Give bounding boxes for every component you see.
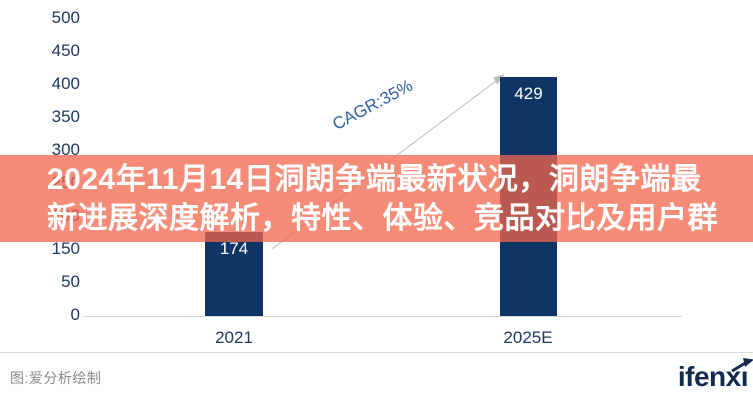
y-axis-tick: 500 (51, 8, 80, 27)
y-axis-tick: 150 (51, 239, 80, 258)
x-axis-line (83, 316, 682, 317)
y-axis-tick: 50 (61, 272, 80, 291)
brand-logo-text: ifenx (677, 361, 741, 392)
bar-2021 (205, 232, 263, 316)
x-axis-tick-2025e: 2025E (503, 328, 553, 347)
brand-logo-last-letter: ı (731, 358, 753, 392)
chart-credit: 图:爱分析绘制 (10, 370, 102, 386)
article-title: 2024年11月14日洞朗争端最新状况，洞朗争端最 新进展深度解析，特性、体验、… (47, 160, 727, 238)
title-banner: 2024年11月14日洞朗争端最新状况，洞朗争端最 新进展深度解析，特性、体验、… (0, 155, 753, 242)
y-axis-tick: 300 (51, 140, 80, 159)
article-title-line2: 新进展深度解析，特性、体验、竞品对比及用户群 (47, 202, 718, 235)
article-title-line1: 2024年11月14日洞朗争端最新状况，洞朗争端最 (47, 163, 702, 196)
bar-value-label: 429 (514, 84, 543, 103)
y-axis-tick: 450 (51, 41, 80, 60)
footer-divider (0, 352, 753, 353)
y-axis-tick: 400 (51, 74, 80, 93)
x-axis-tick-2021: 2021 (215, 328, 253, 347)
y-axis-tick: 0 (70, 305, 80, 324)
bar-value-label: 174 (219, 239, 249, 258)
brand-logo: ifenxı (677, 358, 753, 392)
brand-arrow-icon (731, 358, 753, 372)
y-axis-tick: 350 (51, 107, 80, 126)
